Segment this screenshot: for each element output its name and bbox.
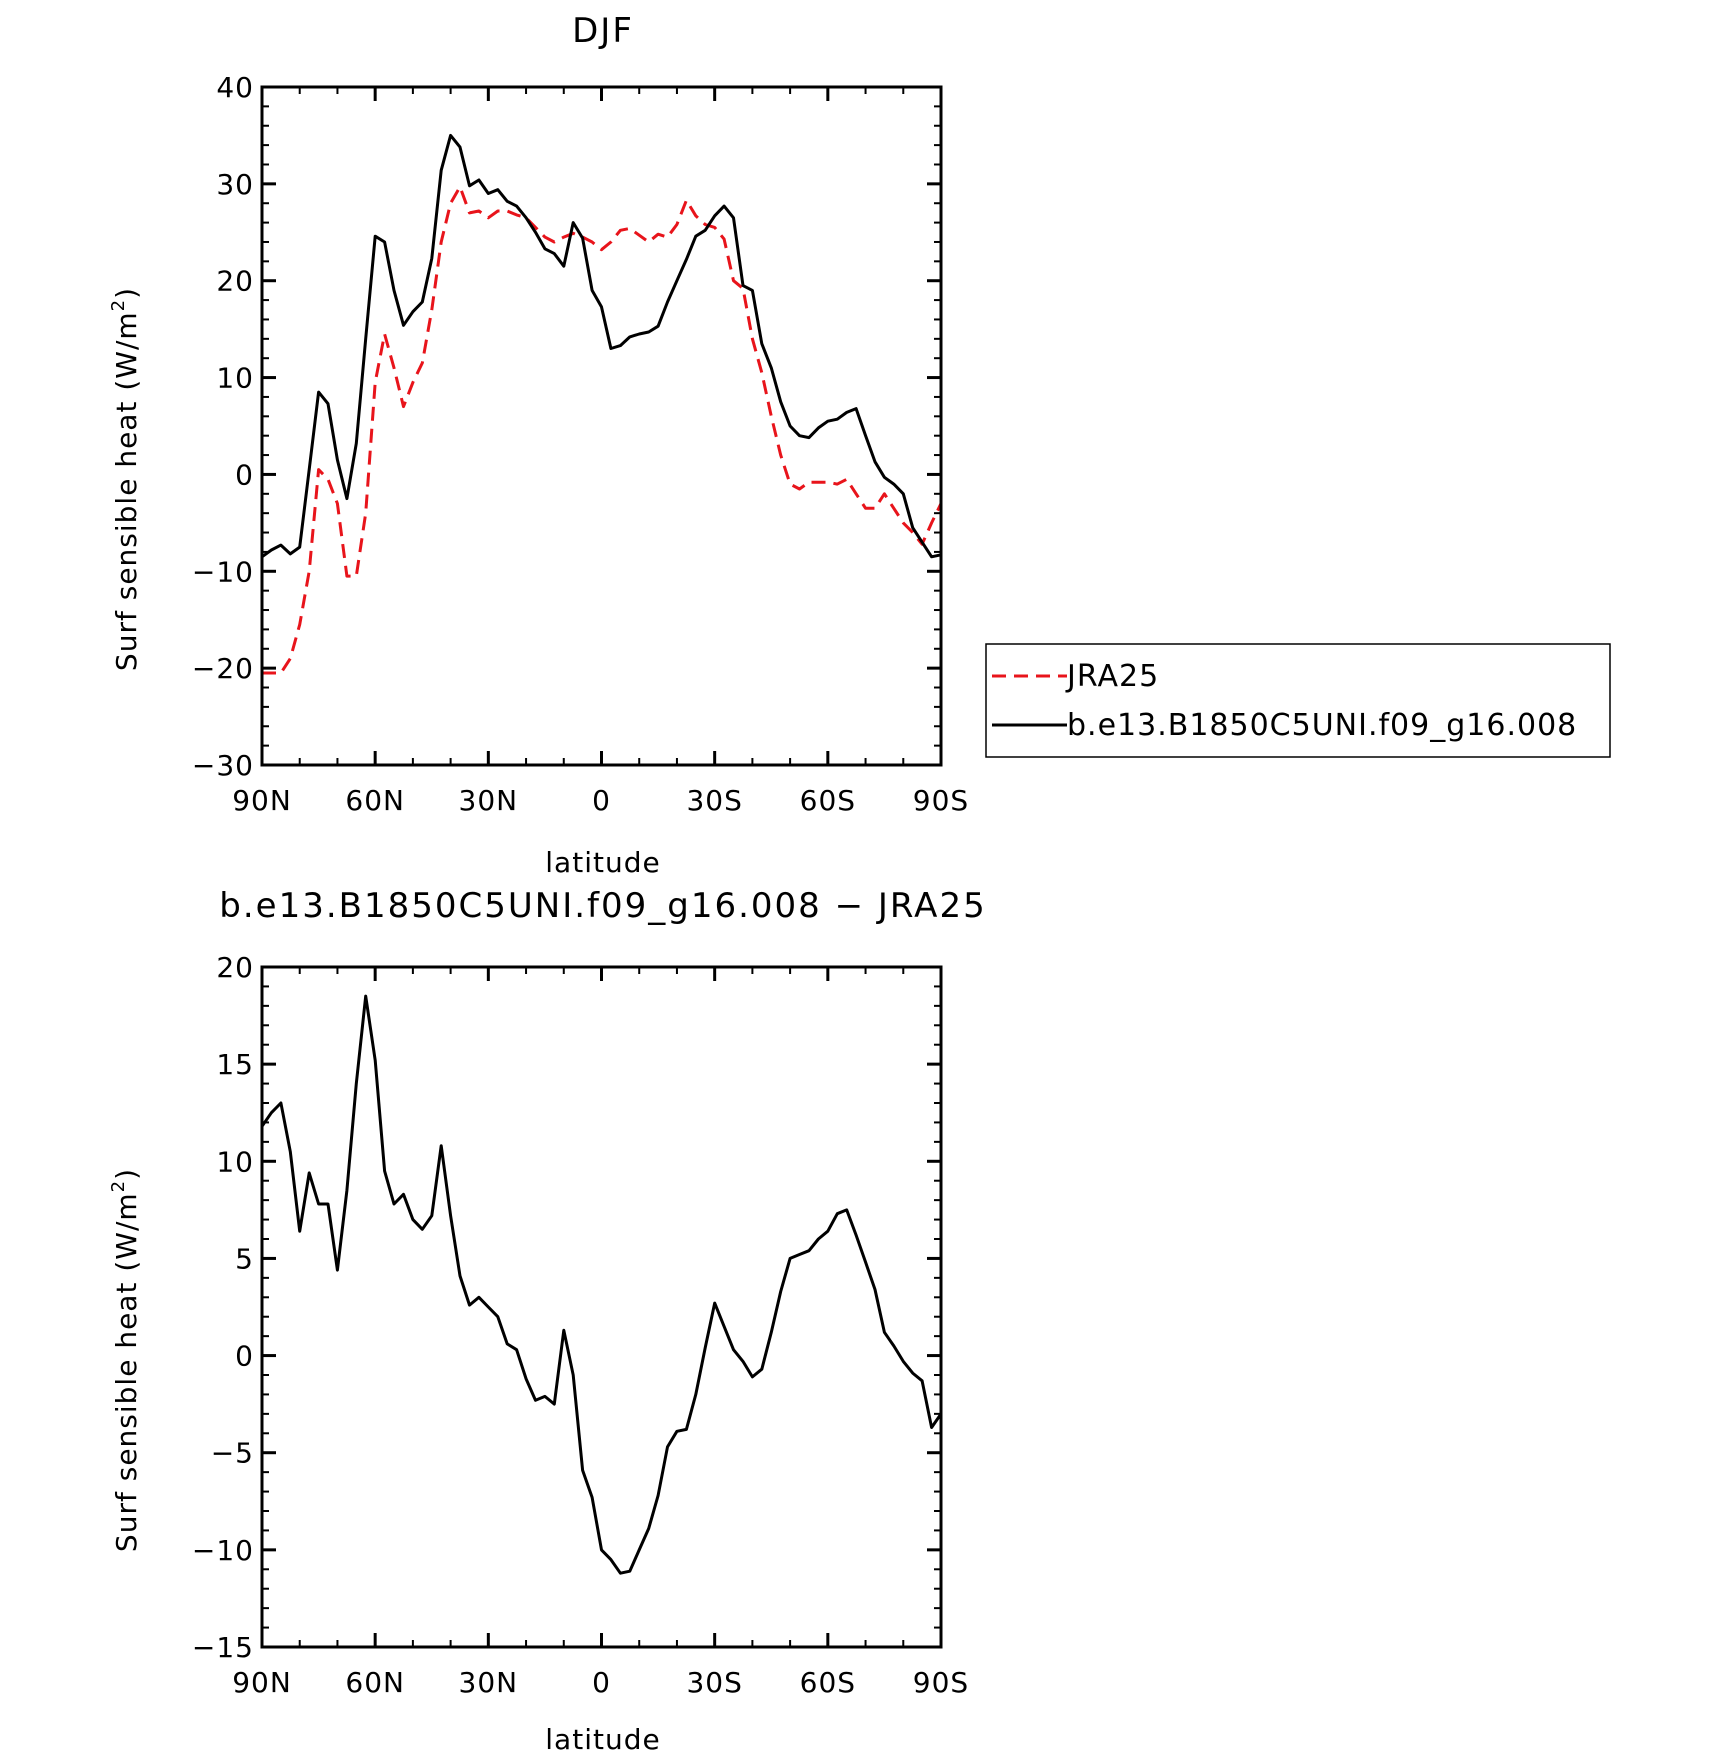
top-ytick-label: 40 <box>216 71 254 104</box>
top-xtick-label: 60N <box>345 784 405 817</box>
bottom-chart-ylabel: Surf sensible heat (W/m2) <box>108 1168 143 1552</box>
bottom-chart-ticks: 90N 60N 30N 0 30S 60S 90S −15 −10 −5 0 5 10 15 20 <box>192 951 969 1699</box>
top-ytick-label: −10 <box>192 555 254 588</box>
bottom-xtick-label: 30S <box>686 1666 742 1699</box>
top-ytick-label: 0 <box>235 458 254 491</box>
bottom-ytick-label: 5 <box>235 1242 254 1275</box>
bottom-xtick-label: 60S <box>800 1666 856 1699</box>
top-xtick-label: 90N <box>232 784 292 817</box>
bottom-series-line-model <box>260 994 943 1575</box>
top-xtick-label: 30S <box>686 784 742 817</box>
top-chart-ticks: 90N 60N 30N 0 30S 60S 90S −30 −20 −10 0 10 20 30 40 <box>192 71 969 817</box>
bottom-xtick-label: 30N <box>459 1666 519 1699</box>
top-series-line-jra25 <box>262 185 943 675</box>
top-chart-frame <box>260 85 943 767</box>
top-chart-ylabel-suffix: ) <box>110 287 143 299</box>
legend-label-model: b.e13.B1850C5UNI.f09_g16.008 <box>1067 708 1577 743</box>
legend-box <box>985 643 1611 758</box>
bottom-ytick-label: 20 <box>216 951 254 984</box>
top-chart-ylabel-main: Surf sensible heat (W/m <box>110 311 143 671</box>
top-ytick-label: 10 <box>216 362 254 395</box>
bottom-xtick-label: 90S <box>913 1666 969 1699</box>
bottom-xtick-label: 0 <box>592 1666 611 1699</box>
top-chart-panel: DJF latitude Surf sensible heat (W/m2) 9… <box>108 11 1611 879</box>
top-ytick-label: 30 <box>216 168 254 201</box>
bottom-chart-frame <box>260 965 943 1649</box>
bottom-chart-title: b.e13.B1850C5UNI.f09_g16.008 − JRA25 <box>219 886 986 926</box>
bottom-ytick-label: 0 <box>235 1340 254 1373</box>
legend-label-jra25: JRA25 <box>1065 659 1159 694</box>
bottom-chart-ylabel-suffix: ) <box>110 1168 143 1180</box>
top-chart-legend: JRA25 b.e13.B1850C5UNI.f09_g16.008 <box>985 643 1611 758</box>
top-xtick-label: 90S <box>913 784 969 817</box>
bottom-ytick-label: −15 <box>192 1631 254 1664</box>
top-xtick-label: 0 <box>592 784 611 817</box>
top-chart-ylabel: Surf sensible heat (W/m2) <box>108 287 143 671</box>
top-xtick-label: 60S <box>800 784 856 817</box>
bottom-xtick-label: 60N <box>345 1666 405 1699</box>
bottom-chart-ylabel-main: Surf sensible heat (W/m <box>110 1192 143 1552</box>
top-chart-series-group <box>261 133 943 675</box>
bottom-chart-ylabel-superscript: 2 <box>108 1180 129 1192</box>
bottom-ytick-label: 15 <box>216 1048 254 1081</box>
bottom-ytick-label: −5 <box>211 1437 254 1470</box>
bottom-ytick-label: −10 <box>192 1534 254 1567</box>
bottom-chart-xlabel: latitude <box>545 1723 660 1756</box>
top-series-line-model <box>261 133 942 559</box>
bottom-ytick-label: 10 <box>216 1145 254 1178</box>
top-chart-xlabel: latitude <box>545 846 660 879</box>
bottom-xtick-label: 90N <box>232 1666 292 1699</box>
top-ytick-label: −20 <box>192 652 254 685</box>
top-ytick-label: 20 <box>216 265 254 298</box>
bottom-chart-panel: b.e13.B1850C5UNI.f09_g16.008 − JRA25 lat… <box>108 886 986 1756</box>
top-ytick-label: −30 <box>192 749 254 782</box>
top-chart-ylabel-superscript: 2 <box>108 299 129 311</box>
bottom-chart-series-group <box>260 994 943 1575</box>
top-xtick-label: 30N <box>459 784 519 817</box>
top-chart-title: DJF <box>572 11 634 51</box>
